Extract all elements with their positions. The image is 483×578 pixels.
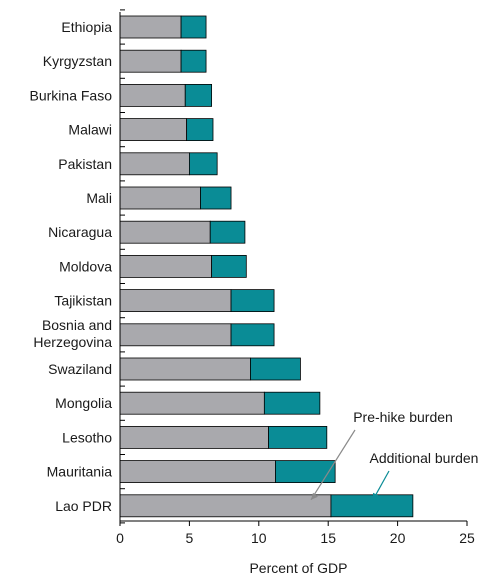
bar-mongolia-pre-hike-burden xyxy=(119,391,265,415)
bar-mali-pre-hike-burden xyxy=(119,186,201,210)
category-label-moldova: Moldova xyxy=(59,258,112,274)
bar-pakistan-additional-burden xyxy=(188,152,218,176)
category-label-mauritania: Mauritania xyxy=(47,464,113,480)
bar-kyrgyzstan-pre-hike-burden xyxy=(119,49,182,73)
bar-moldova-additional-burden xyxy=(211,254,247,278)
category-label-burkina-faso: Burkina Faso xyxy=(30,87,113,103)
category-label-nicaragua: Nicaragua xyxy=(48,224,112,240)
category-label-malawi: Malawi xyxy=(68,122,112,138)
x-tick-label-0: 0 xyxy=(116,530,124,546)
x-tick-label-20: 20 xyxy=(390,530,406,546)
category-label-kyrgyzstan: Kyrgyzstan xyxy=(43,53,112,69)
bar-burkina-faso-pre-hike-burden xyxy=(119,84,186,107)
annotation-pre-hike-burden: Pre-hike burden xyxy=(353,409,453,425)
bar-tajikistan-additional-burden xyxy=(230,289,275,313)
bar-moldova-pre-hike-burden xyxy=(119,254,213,278)
category-label-mali: Mali xyxy=(86,190,112,206)
bar-lesotho-pre-hike-burden xyxy=(119,425,269,449)
bar-lao-pdr-additional-burden xyxy=(330,494,414,518)
bar-burkina-faso-additional-burden xyxy=(184,84,213,107)
category-label-tajikistan: Tajikistan xyxy=(54,293,112,309)
bar-malawi-pre-hike-burden xyxy=(119,118,188,141)
bar-nicaragua-pre-hike-burden xyxy=(119,220,211,244)
category-label-lao-pdr: Lao PDR xyxy=(55,498,112,514)
category-label-lesotho: Lesotho xyxy=(62,429,112,445)
category-label-swaziland: Swaziland xyxy=(48,361,112,377)
bar-nicaragua-additional-burden xyxy=(209,220,246,244)
x-axis-ticks: 0 5 10 15 20 25 xyxy=(116,9,475,546)
bar-pakistan-pre-hike-burden xyxy=(119,152,190,176)
x-axis-title: Percent of GDP xyxy=(249,560,347,576)
bar-ethiopia-additional-burden xyxy=(180,15,207,39)
arrowhead-additional xyxy=(373,492,379,500)
category-label-bosnia-and-herzegovina: Bosnia and Herzegovina xyxy=(33,317,112,350)
x-tick-label-15: 15 xyxy=(320,530,336,546)
bar-swaziland-pre-hike-burden xyxy=(119,357,251,381)
category-label-ethiopia: Ethiopia xyxy=(61,19,112,35)
bar-mongolia-additional-burden xyxy=(263,391,321,415)
x-tick-label-10: 10 xyxy=(251,530,267,546)
bar-mauritania-additional-burden xyxy=(275,460,336,484)
category-label-mongolia: Mongolia xyxy=(55,395,112,411)
bar-ethiopia-pre-hike-burden xyxy=(119,15,182,39)
bars-group xyxy=(119,15,414,518)
annotations: Pre-hike burden Additional burden xyxy=(310,409,479,501)
arrowhead-pre-hike xyxy=(311,492,318,500)
bar-mauritania-pre-hike-burden xyxy=(119,460,276,484)
bar-malawi-additional-burden xyxy=(186,118,214,141)
bar-lao-pdr-pre-hike-burden xyxy=(119,494,332,518)
annotation-additional-burden: Additional burden xyxy=(370,450,479,466)
category-label-pakistan: Pakistan xyxy=(58,156,112,172)
bar-swaziland-additional-burden xyxy=(250,357,301,381)
annotation-arrow-pre-hike xyxy=(310,429,356,501)
bar-bosnia-and-herzegovina-pre-hike-burden xyxy=(119,323,232,347)
category-labels: Ethiopia Kyrgyzstan Burkina Faso Malawi Paki… xyxy=(30,19,113,514)
bar-lesotho-additional-burden xyxy=(268,425,328,449)
bar-kyrgyzstan-additional-burden xyxy=(180,49,207,73)
x-tick-label-5: 5 xyxy=(186,530,194,546)
bar-mali-additional-burden xyxy=(200,186,232,210)
bar-bosnia-and-herzegovina-additional-burden xyxy=(230,323,275,347)
x-tick-label-25: 25 xyxy=(459,530,475,546)
bar-tajikistan-pre-hike-burden xyxy=(119,289,232,313)
